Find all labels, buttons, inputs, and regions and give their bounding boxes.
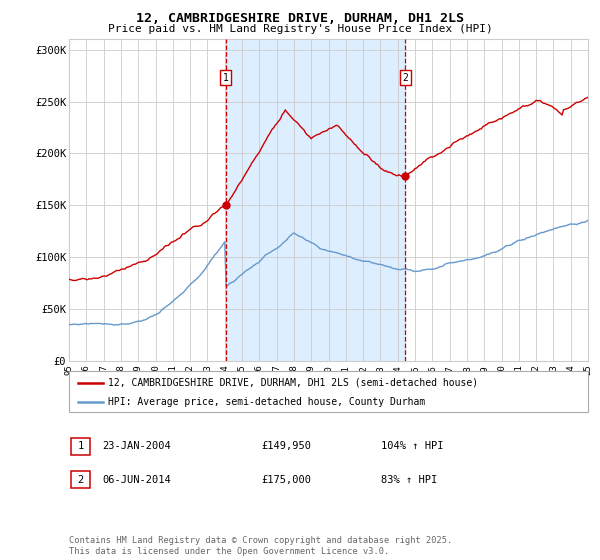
Text: £149,950: £149,950 [261, 441, 311, 451]
Text: 2: 2 [77, 475, 83, 485]
Text: 1: 1 [77, 441, 83, 451]
Text: 06-JUN-2014: 06-JUN-2014 [102, 475, 171, 485]
Text: Price paid vs. HM Land Registry's House Price Index (HPI): Price paid vs. HM Land Registry's House … [107, 24, 493, 34]
Text: 1: 1 [223, 73, 229, 83]
Text: 23-JAN-2004: 23-JAN-2004 [102, 441, 171, 451]
Text: HPI: Average price, semi-detached house, County Durham: HPI: Average price, semi-detached house,… [108, 396, 425, 407]
Text: 83% ↑ HPI: 83% ↑ HPI [381, 475, 437, 485]
Text: 104% ↑ HPI: 104% ↑ HPI [381, 441, 443, 451]
FancyBboxPatch shape [71, 472, 90, 488]
Bar [226, 39, 405, 361]
FancyBboxPatch shape [71, 438, 90, 455]
Text: Contains HM Land Registry data © Crown copyright and database right 2025.
This d: Contains HM Land Registry data © Crown c… [69, 536, 452, 556]
FancyBboxPatch shape [69, 371, 588, 412]
Text: 2: 2 [402, 73, 408, 83]
Text: £175,000: £175,000 [261, 475, 311, 485]
Text: 12, CAMBRIDGESHIRE DRIVE, DURHAM, DH1 2LS: 12, CAMBRIDGESHIRE DRIVE, DURHAM, DH1 2L… [136, 12, 464, 25]
Text: 12, CAMBRIDGESHIRE DRIVE, DURHAM, DH1 2LS (semi-detached house): 12, CAMBRIDGESHIRE DRIVE, DURHAM, DH1 2L… [108, 377, 478, 388]
